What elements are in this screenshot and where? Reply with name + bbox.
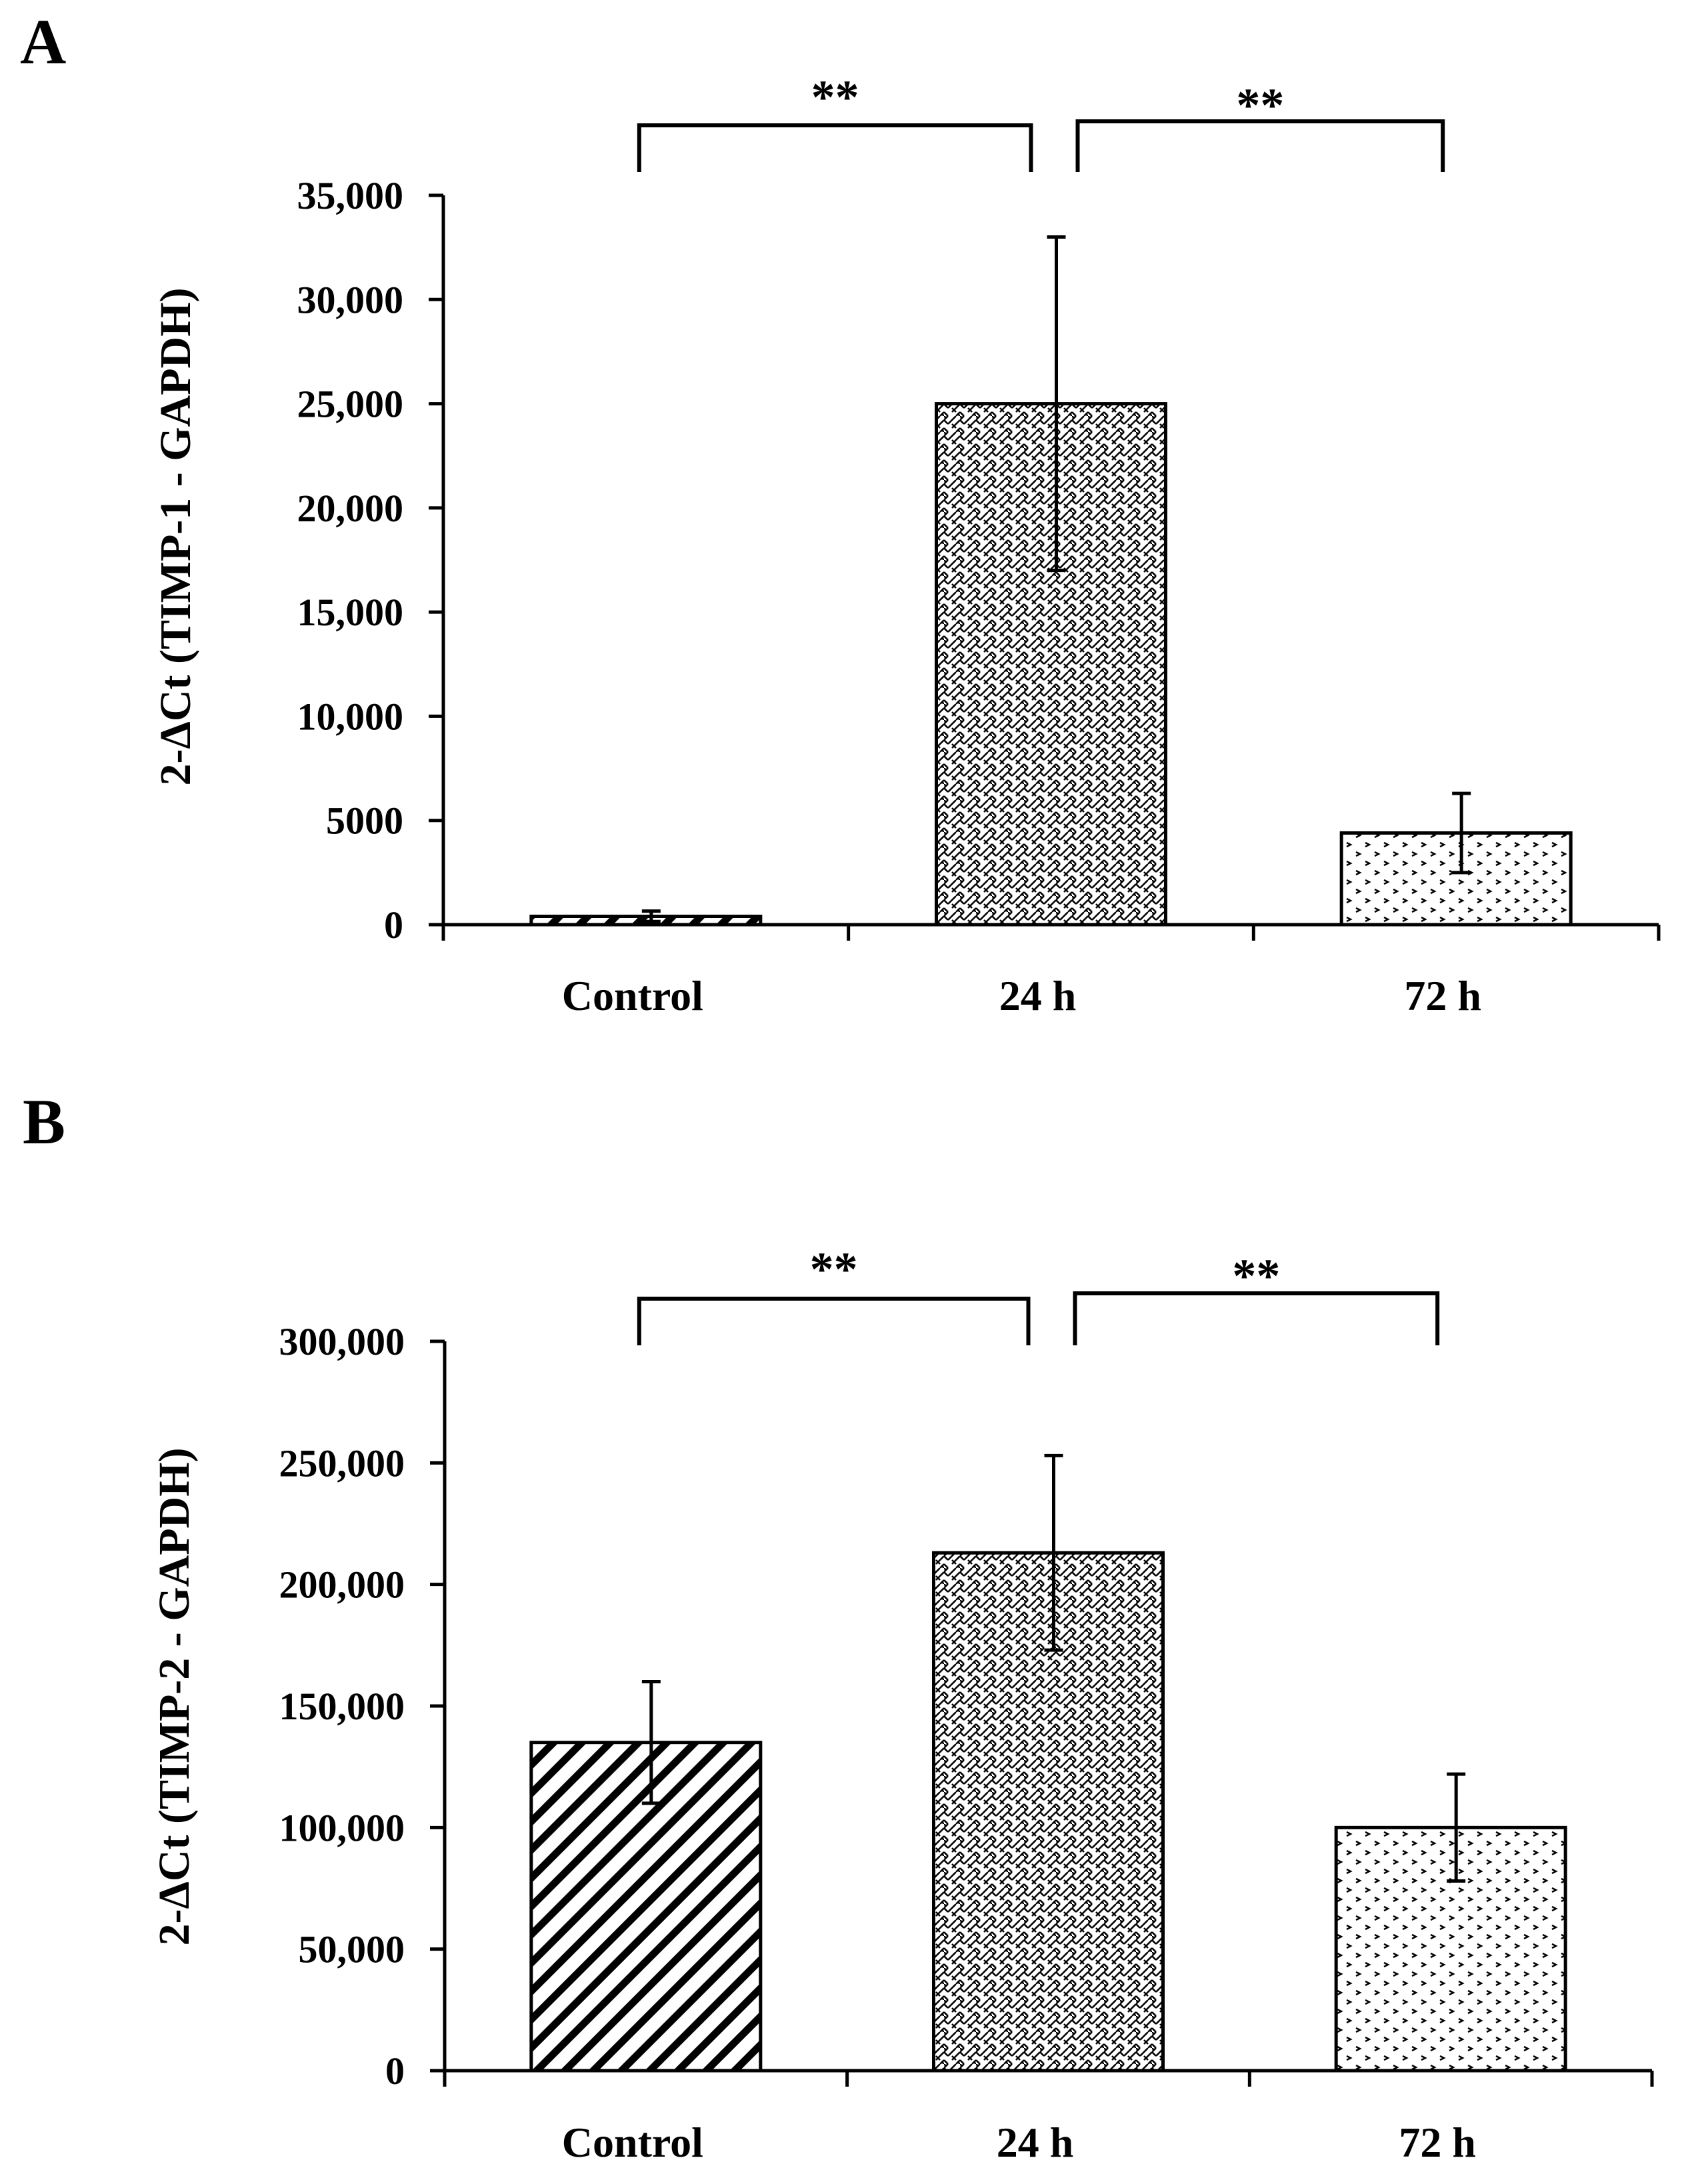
panel-a-significance-label-1: ** [811,71,859,124]
panel-a-error-bar-control [641,909,661,923]
panel-b-y-tick-label: 50,000 [299,1928,405,1971]
panel-b-y-ticks: 0 50,000 100,000 150,000 200,000 250,000… [279,1320,445,2093]
panel-b-significance-label-2: ** [1232,1249,1280,1303]
panel-a-y-tick-label: 35,000 [297,174,404,217]
panel-b-bar-72h [1334,1825,1567,2073]
panel-a: A 2-ΔCt (TIMP-1 - GAPDH) 0 5000 10,000 1… [20,6,1661,1019]
panel-a-category-label-control: Control [562,972,703,1019]
panel-b-error-bar-control [641,1680,661,1805]
panel-b-y-tick-label: 100,000 [279,1806,405,1849]
panel-a-y-tick-label: 15,000 [297,591,404,634]
panel-a-y-tick-label: 30,000 [297,278,404,321]
panel-b-category-label-control: Control [562,2119,703,2166]
panel-a-y-axis-label: 2-ΔCt (TIMP-1 - GAPDH) [151,287,200,785]
panel-a-y-tick-label: 10,000 [297,695,404,738]
panel-b: B 2-ΔCt (TIMP-2 - GAPDH) 0 50,000 100,00… [23,1086,1654,2166]
panel-b-bar-24h [932,1551,1165,2073]
panel-a-error-bar-24h [1047,235,1066,573]
panel-a-category-label-24h: 24 h [999,972,1077,1019]
panel-a-y-tick-label: 0 [384,903,403,947]
panel-b-category-label-72h: 72 h [1399,2119,1476,2166]
panel-a-error-bar-72h [1452,791,1471,875]
panel-b-significance-bracket-1 [637,1297,1031,1345]
panel-a-significance-bracket-2 [1075,119,1445,172]
panel-a-y-tick-label: 20,000 [297,487,404,530]
panel-b-bar-control [529,1741,763,2073]
panel-a-bar-24h [935,402,1167,927]
panel-a-y-ticks: 0 5000 10,000 15,000 20,000 25,000 30,00… [297,174,443,947]
panel-b-y-tick-label: 250,000 [279,1441,405,1485]
panel-b-y-tick-label: 0 [385,2049,405,2093]
panel-a-significance-label-2: ** [1236,79,1284,132]
panel-b-error-bar-24h [1044,1453,1063,1652]
panel-b-y-tick-label: 300,000 [279,1320,405,1363]
panel-b-y-tick-label: 150,000 [279,1685,405,1728]
panel-a-y-tick-label: 5000 [326,799,403,843]
panel-b-significance-bracket-2 [1073,1291,1440,1345]
panel-b-y-tick-label: 200,000 [279,1563,405,1607]
panel-a-y-tick-label: 25,000 [297,383,404,426]
panel-b-error-bar-72h [1447,1772,1466,1883]
panel-a-bar-72h [1339,831,1573,927]
panel-b-y-axis-label: 2-ΔCt (TIMP-2 - GAPDH) [150,1447,199,1945]
panel-letter-b: B [23,1086,65,1157]
panel-a-category-label-72h: 72 h [1404,972,1481,1019]
panel-letter-a: A [20,6,66,77]
panel-a-significance-bracket-1 [637,123,1033,172]
panel-b-category-label-24h: 24 h [997,2119,1074,2166]
panel-b-significance-label-1: ** [810,1243,858,1296]
